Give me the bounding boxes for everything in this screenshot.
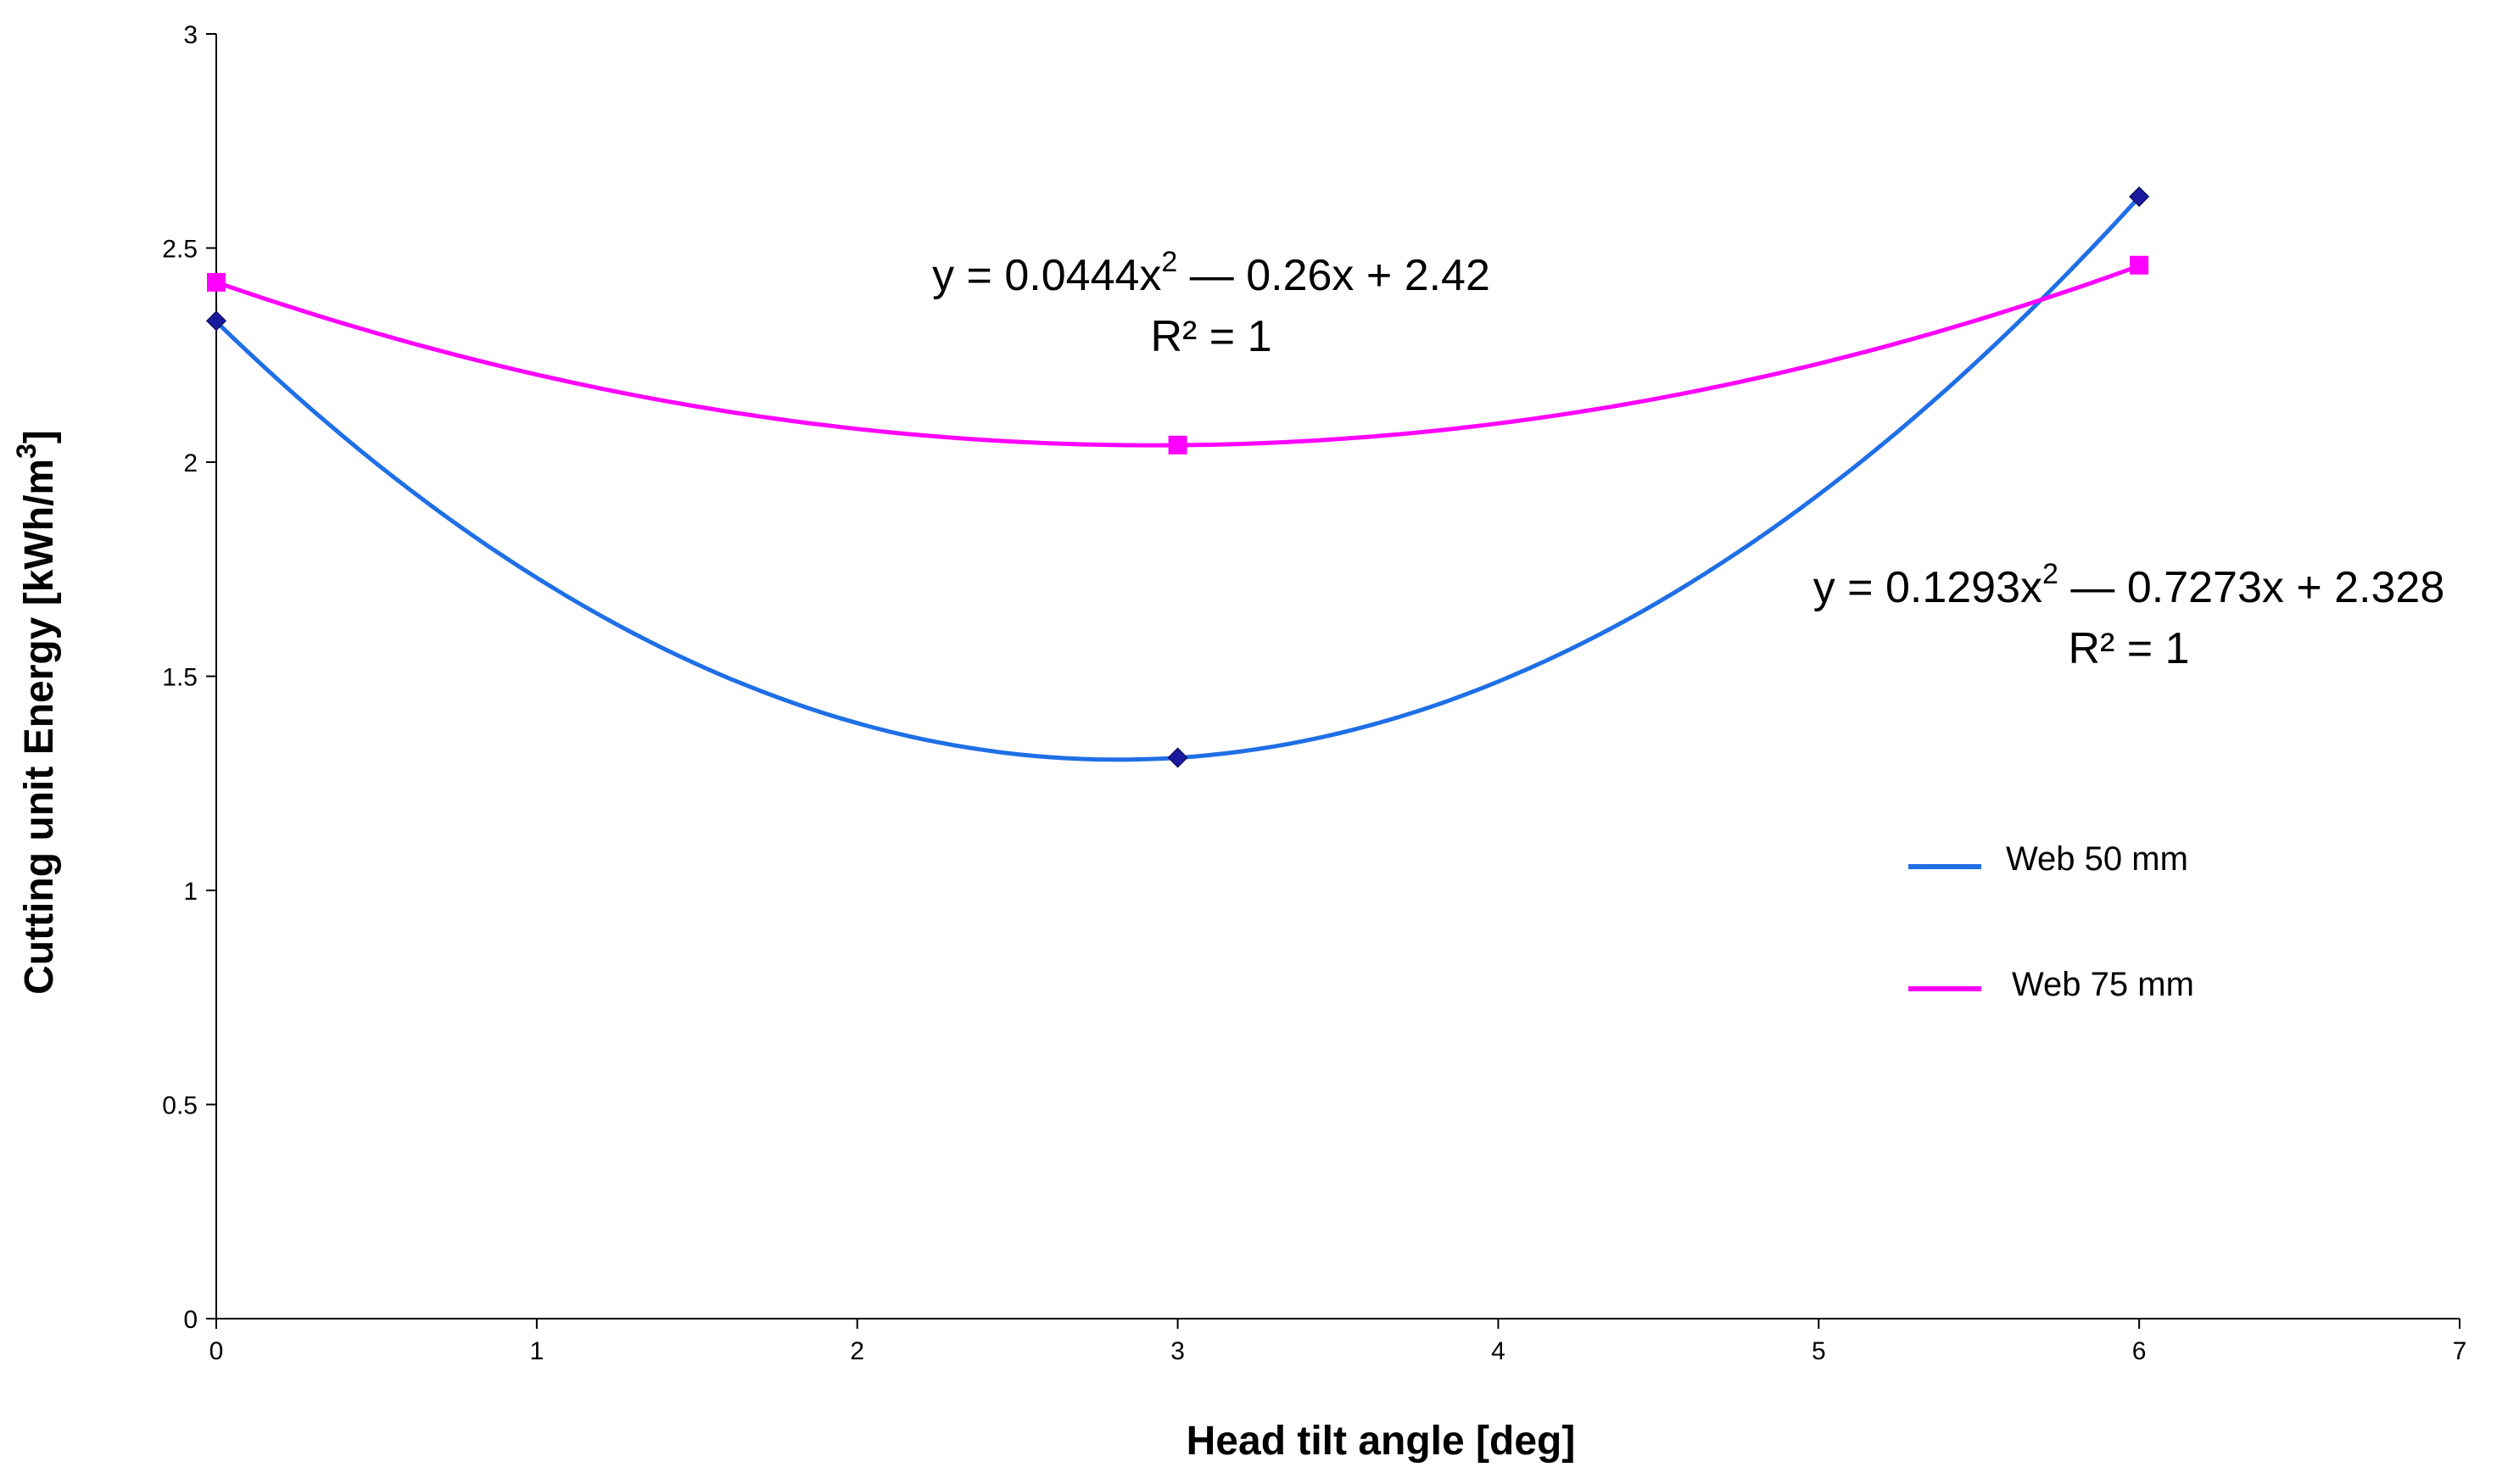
legend-label-web-75: Web 75 mm <box>2012 966 2194 1003</box>
y-tick-label: 0.5 <box>162 1092 198 1120</box>
tick-labels: 0 1 2 3 4 5 6 7 0 0.5 1 1.5 2 2.5 3 <box>162 21 2466 1365</box>
y-axis-title-superscript: 3 <box>11 444 42 459</box>
marker-web-75-mm <box>2130 255 2149 275</box>
r2-web-75: R² = 1 <box>1150 312 1271 361</box>
legend-label-web-50: Web 50 mm <box>2006 840 2188 878</box>
x-tick-label: 5 <box>1812 1337 1826 1365</box>
y-tick-label: 2.5 <box>162 236 198 264</box>
equation-web-50: y = 0.1293x2 — 0.7273x + 2.328 <box>1813 558 2445 612</box>
y-tick-label: 2 <box>183 449 198 477</box>
y-tick-label: 1.5 <box>162 664 198 692</box>
x-tick-label: 3 <box>1170 1337 1185 1365</box>
data-markers <box>205 186 2150 768</box>
y-tick-label: 1 <box>183 878 198 906</box>
axes <box>206 33 2460 1329</box>
marker-web-50-mm <box>205 310 227 332</box>
x-tick-label: 2 <box>850 1337 864 1365</box>
marker-web-50-mm <box>2129 186 2150 207</box>
x-tick-label: 4 <box>1491 1337 1505 1365</box>
x-tick-label: 0 <box>209 1337 224 1365</box>
y-tick-label: 3 <box>183 21 198 49</box>
equation-web-75: y = 0.0444x2 — 0.26x + 2.42 <box>932 246 1490 300</box>
marker-web-75-mm <box>1168 435 1187 455</box>
marker-web-75-mm <box>207 272 226 292</box>
x-tick-label: 7 <box>2453 1337 2467 1365</box>
x-tick-label: 1 <box>530 1337 545 1365</box>
legend: Web 50 mm Web 75 mm <box>1908 840 2194 1003</box>
x-axis-title: Head tilt angle [deg] <box>1187 1419 1576 1464</box>
y-axis-title: Cutting unit Energy [kWh/m3] <box>11 430 62 995</box>
marker-web-50-mm <box>1167 747 1188 768</box>
y-tick-label: 0 <box>183 1306 198 1334</box>
r2-web-50: R² = 1 <box>2068 624 2189 673</box>
x-tick-label: 6 <box>2132 1337 2147 1365</box>
